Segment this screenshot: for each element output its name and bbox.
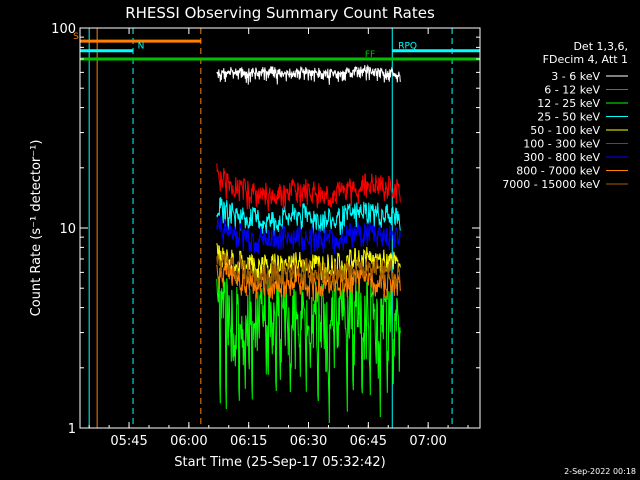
plot-area: S N RPQ FF — [73, 28, 480, 428]
series-line — [216, 197, 401, 237]
y-axis-label: Count Rate (s⁻¹ detector⁻¹) — [29, 140, 44, 317]
x-tick-label: 06:45 — [350, 434, 387, 449]
y-tick-label: 10 — [59, 222, 76, 237]
series-line — [216, 216, 401, 256]
legend-entry-label: 300 - 800 keV — [523, 151, 600, 164]
legend-entry-label: 6 - 12 keV — [544, 84, 600, 97]
x-axis-ticks: 05:45 06:00 06:15 06:30 06:45 07:00 — [88, 28, 469, 449]
legend-entry-label: 100 - 300 keV — [523, 138, 600, 151]
x-tick-label: 06:15 — [230, 434, 267, 449]
flag-label: FF — [365, 50, 375, 60]
legend-header: Det 1,3,6, — [573, 40, 628, 53]
vertical-markers — [88, 28, 453, 428]
series-line — [216, 163, 401, 212]
timestamp: 2-Sep-2022 00:18 — [564, 467, 636, 476]
flag-label: RPQ — [398, 42, 417, 52]
x-tick-label: 06:30 — [290, 434, 327, 449]
legend-entry-label: 25 - 50 keV — [537, 111, 600, 124]
series-line — [216, 276, 401, 424]
x-axis-label: Start Time (25-Sep-17 05:32:42) — [174, 455, 385, 470]
flag-label: S — [73, 32, 79, 42]
flag-bars: S N RPQ FF — [73, 32, 480, 61]
legend-entry-label: 50 - 100 keV — [530, 124, 600, 137]
series-line — [216, 64, 401, 85]
series-line — [216, 262, 401, 303]
y-tick-label: 100 — [51, 22, 76, 37]
series-lines — [216, 64, 401, 424]
flag-label: N — [138, 42, 145, 52]
y-tick-label: 1 — [68, 422, 76, 437]
legend-entry-label: 800 - 7000 keV — [516, 165, 600, 178]
legend-entry-label: 3 - 6 keV — [551, 70, 600, 83]
x-tick-label: 06:00 — [170, 434, 207, 449]
x-tick-label: 07:00 — [409, 434, 446, 449]
legend-header: FDecim 4, Att 1 — [543, 53, 628, 66]
x-tick-label: 05:45 — [110, 434, 147, 449]
legend-entry-label: 7000 - 15000 keV — [502, 178, 600, 191]
series-line — [216, 252, 401, 290]
y-axis-ticks: 1 10 100 — [51, 22, 480, 437]
chart-title: RHESSI Observing Summary Count Rates — [125, 4, 435, 22]
legend-entry-label: 12 - 25 keV — [537, 97, 600, 110]
